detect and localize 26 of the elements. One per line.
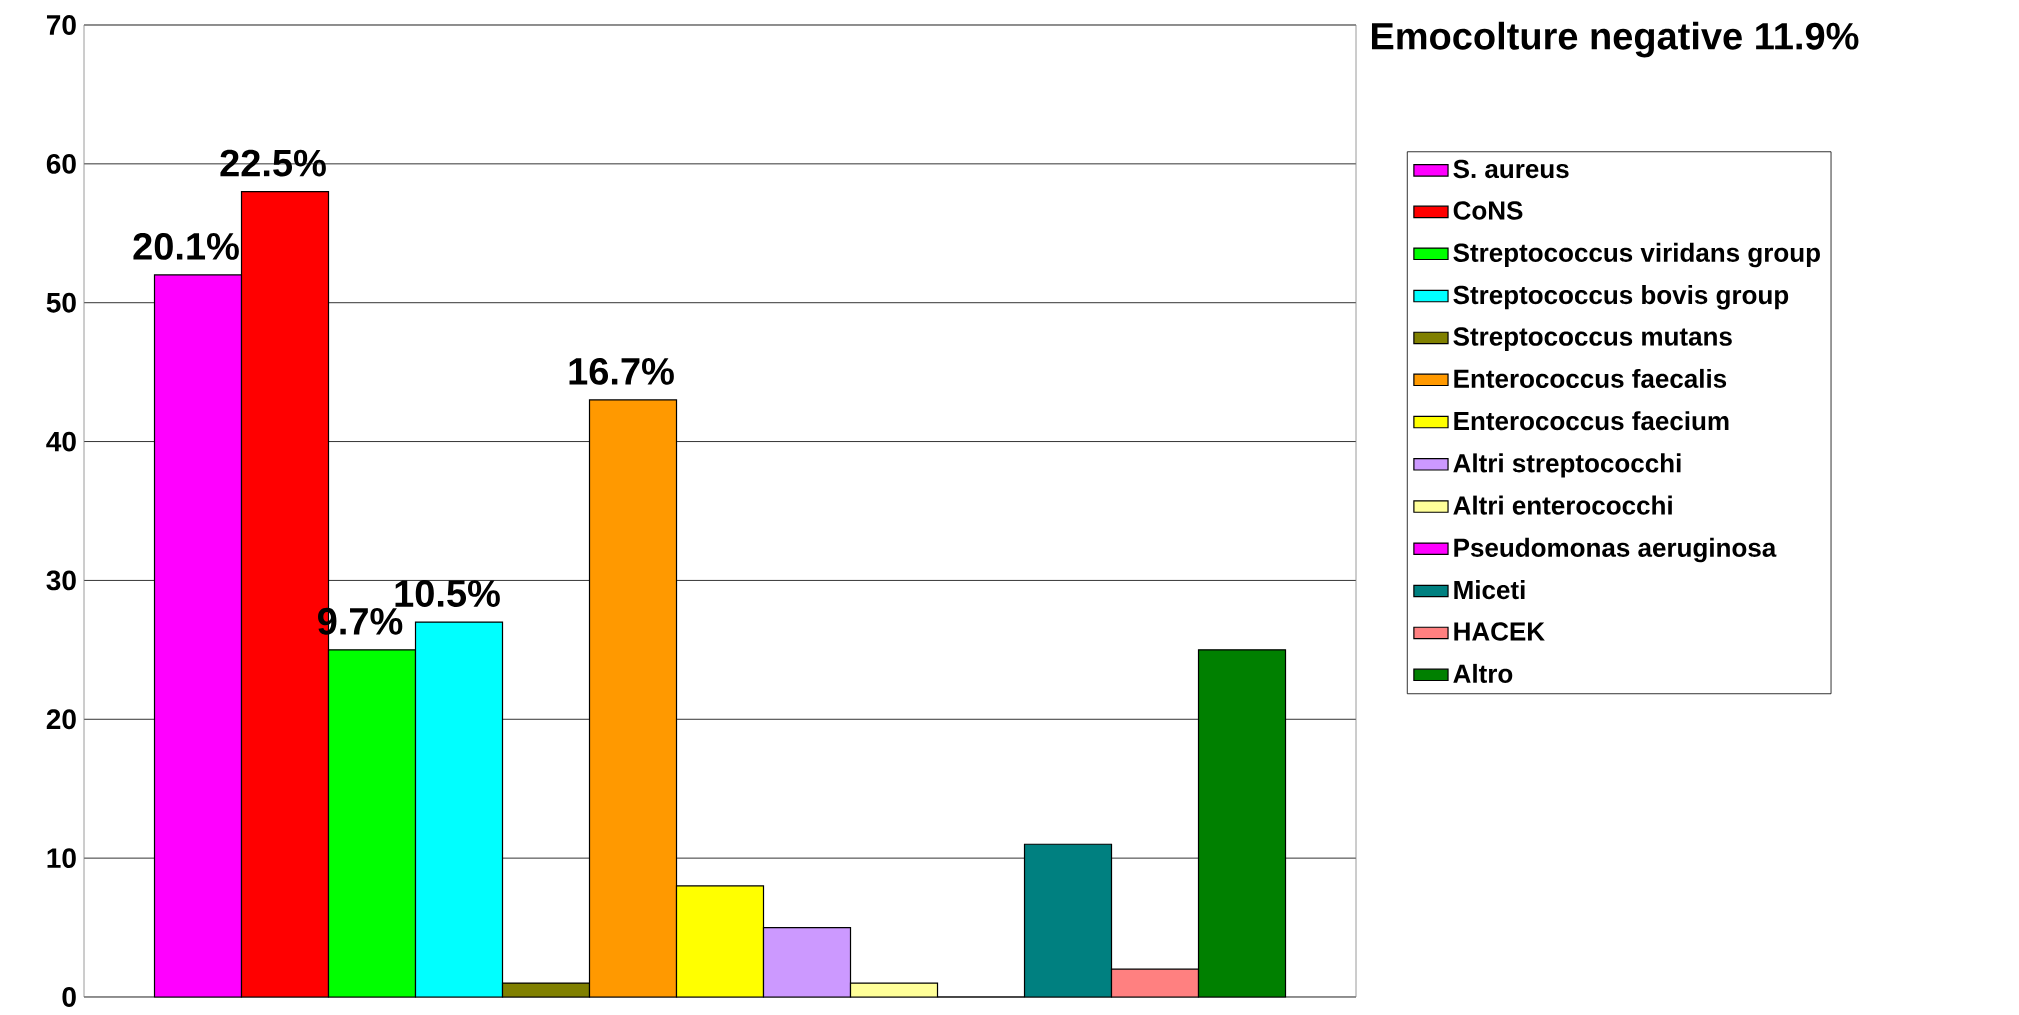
legend-label: Altri streptococchi <box>1453 453 1681 478</box>
y-tick-label: 0 <box>62 987 76 1007</box>
annotation: 22.5% <box>220 149 326 177</box>
annotation: 20.1% <box>133 232 239 260</box>
y-tick-label: 10 <box>47 848 76 869</box>
legend-label: Altro <box>1453 663 1513 683</box>
y-tick-label: 70 <box>46 15 76 35</box>
legend-label: Miceti <box>1454 580 1525 600</box>
text: Emocolture negative 11.9% <box>1371 21 1859 58</box>
y-tick-label: 30 <box>46 570 76 591</box>
legend-label: S. aureus <box>1453 159 1569 179</box>
legend-label: Streptococcus viridans group <box>1453 242 1820 268</box>
legend-label: Pseudomonas aeruginosa <box>1454 537 1777 563</box>
legend-label: HACEK <box>1454 622 1545 641</box>
legend-label: Enterococcus faecalis <box>1454 368 1727 388</box>
legend-label: Streptococcus bovis group <box>1453 285 1789 310</box>
legend-label: Streptococcus mutans <box>1453 327 1732 351</box>
y-tick-label: 50 <box>46 292 76 313</box>
legend-label: Altri enterococchi <box>1453 495 1672 515</box>
legend-label: Enterococcus faecium <box>1454 411 1729 431</box>
annotation: 16.7% <box>569 357 674 385</box>
legend-label: CoNS <box>1453 201 1523 220</box>
y-tick-label: 20 <box>46 709 76 730</box>
y-tick-label: 60 <box>46 153 76 174</box>
y-tick-label: 40 <box>46 431 76 452</box>
annotation: 10.5% <box>395 580 500 608</box>
